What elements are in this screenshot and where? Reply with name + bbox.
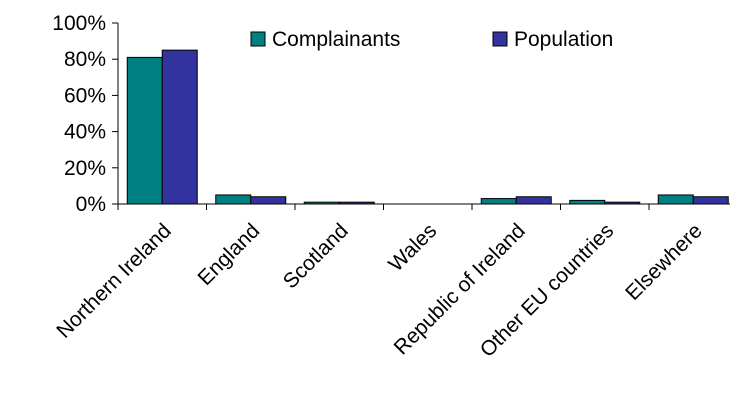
- y-tick-label: 40%: [64, 121, 106, 144]
- y-axis: 0% 20% 40% 60% 80% 100%: [52, 12, 119, 216]
- y-tick-label: 20%: [64, 157, 106, 180]
- y-tick-label: 100%: [52, 12, 106, 35]
- bar-population-4: [515, 196, 552, 205]
- category-labels: Northern Ireland England Scotland WalesRepu…: [52, 219, 707, 362]
- bar-complainants-0: [126, 56, 163, 205]
- bar-complainants-2: [303, 201, 340, 205]
- x-category-label: Scotland: [279, 219, 353, 293]
- x-category-label: England: [194, 219, 265, 290]
- x-axis: [117, 203, 730, 210]
- legend-swatch-complainants: [250, 31, 266, 47]
- bar-population-2: [338, 201, 375, 205]
- bar-complainants-1: [215, 194, 252, 205]
- y-tick-label: 0%: [76, 193, 106, 216]
- bar-population-1: [250, 196, 287, 205]
- bar-population-6: [692, 196, 729, 205]
- legend-swatch-population: [492, 31, 508, 47]
- bar-complainants-5: [569, 199, 606, 205]
- x-category-label: Wales: [384, 219, 441, 276]
- bars: [126, 49, 729, 205]
- y-tick-label: 80%: [64, 48, 106, 71]
- y-tick-label: 60%: [64, 84, 106, 107]
- x-category-label: Elsewhere: [621, 219, 707, 305]
- bar-complainants-6: [657, 194, 694, 205]
- bar-population-5: [604, 201, 641, 205]
- legend-label-complainants: Complainants: [272, 28, 400, 51]
- bar-population-0: [161, 49, 198, 205]
- x-category-label: Northern Ireland: [52, 219, 176, 343]
- legend-label-population: Population: [514, 28, 613, 51]
- bar-complainants-4: [480, 198, 517, 205]
- legend: Complainants Population: [250, 28, 613, 51]
